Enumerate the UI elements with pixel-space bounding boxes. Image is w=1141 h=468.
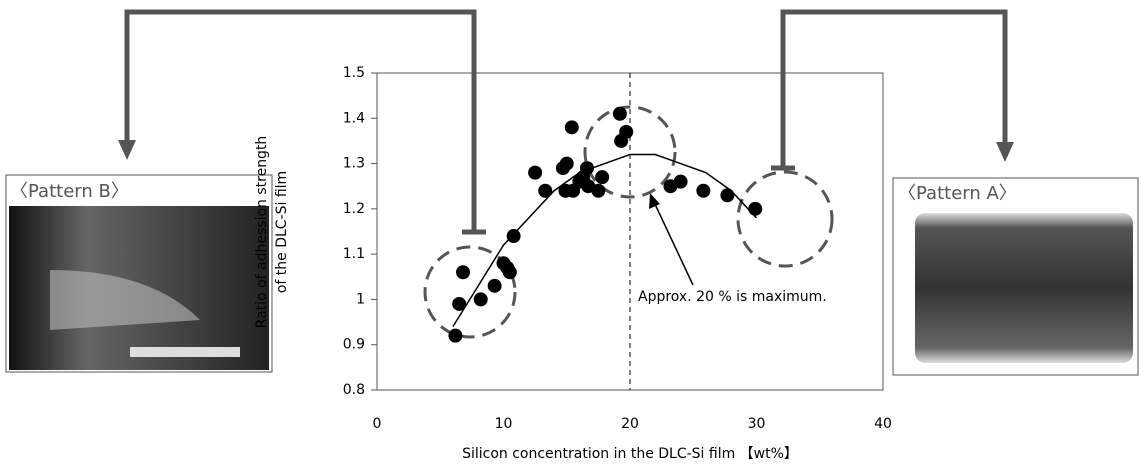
data-point bbox=[595, 170, 609, 184]
arrow-head bbox=[649, 193, 660, 209]
y-tick-label: 1.2 bbox=[343, 201, 365, 217]
data-point bbox=[503, 265, 517, 279]
annotation-arrow bbox=[654, 202, 693, 285]
data-point bbox=[538, 184, 552, 198]
data-point bbox=[720, 188, 734, 202]
y-tick-label: 1.3 bbox=[343, 156, 365, 172]
y-axis-label: Ratio of adhession strength bbox=[254, 136, 270, 329]
pattern-a-image bbox=[915, 213, 1133, 363]
chart: 〈Pattern B〉 〈Pattern A〉 Silicon concentr… bbox=[0, 0, 1141, 468]
y-tick-label: 0.9 bbox=[343, 337, 365, 353]
x-tick-label: 40 bbox=[874, 416, 892, 432]
page: 〈Pattern B〉 〈Pattern A〉 Silicon concentr… bbox=[0, 0, 1141, 468]
data-point bbox=[456, 265, 470, 279]
pattern-label: 〈Pattern B〉 bbox=[10, 181, 129, 202]
data-point bbox=[565, 120, 579, 134]
annotation: Approx. 20 % is maximum. bbox=[638, 289, 827, 305]
data-point bbox=[613, 107, 627, 121]
x-tick-label: 0 bbox=[373, 416, 382, 432]
y-axis-label: of the DLC-Si film bbox=[274, 171, 290, 293]
x-tick-label: 20 bbox=[621, 416, 639, 432]
arrow-head bbox=[118, 140, 136, 160]
data-point bbox=[580, 161, 594, 175]
arrow-head bbox=[996, 142, 1014, 162]
data-point bbox=[748, 202, 762, 216]
data-point bbox=[448, 329, 462, 343]
x-tick-label: 30 bbox=[748, 416, 766, 432]
data-point bbox=[674, 175, 688, 189]
x-tick-label: 10 bbox=[495, 416, 513, 432]
y-tick-label: 1.5 bbox=[343, 65, 365, 81]
y-tick-label: 1.1 bbox=[343, 246, 365, 262]
data-point bbox=[619, 125, 633, 139]
y-tick-label: 0.8 bbox=[343, 382, 365, 398]
x-axis-label: Silicon concentration in the DLC-Si film… bbox=[462, 446, 798, 462]
data-point bbox=[474, 292, 488, 306]
data-point bbox=[591, 184, 605, 198]
y-tick-label: 1 bbox=[356, 291, 365, 307]
data-point bbox=[560, 157, 574, 171]
data-point bbox=[507, 229, 521, 243]
data-point bbox=[452, 297, 466, 311]
pattern-label: 〈Pattern A〉 bbox=[898, 183, 1017, 204]
data-point bbox=[696, 184, 710, 198]
data-point bbox=[528, 166, 542, 180]
image-detail bbox=[130, 347, 240, 357]
data-point bbox=[488, 279, 502, 293]
y-tick-label: 1.4 bbox=[343, 110, 365, 126]
